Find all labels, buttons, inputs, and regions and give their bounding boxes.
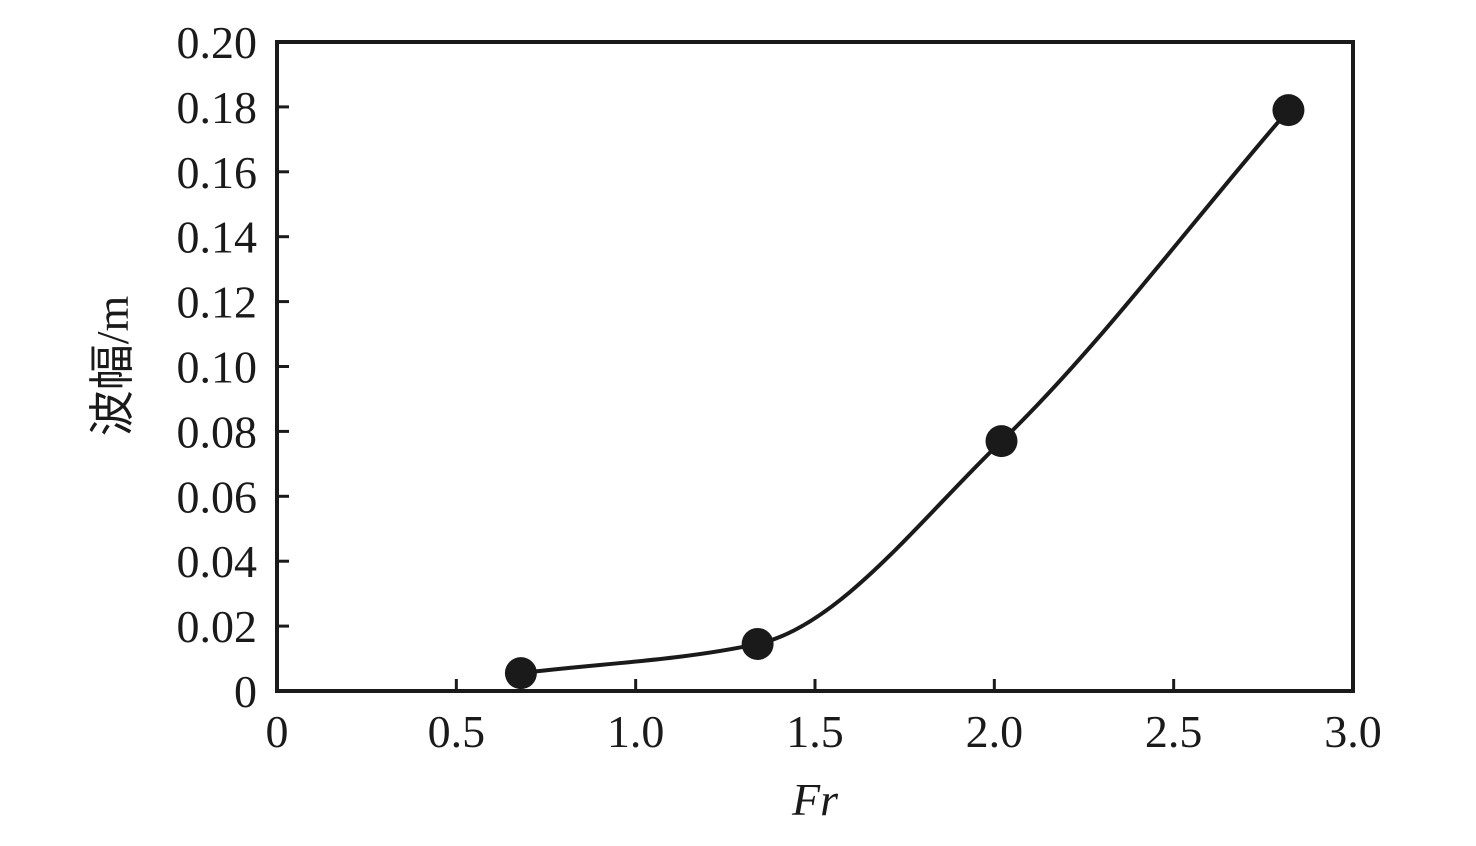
- y-tick-label: 0.02: [177, 601, 258, 652]
- plot-frame: [275, 40, 1355, 693]
- x-tick-label: 0.5: [428, 706, 486, 757]
- y-tick-label: 0.12: [177, 277, 258, 328]
- y-tick-label: 0.06: [177, 471, 258, 522]
- y-tick-label: 0.16: [177, 147, 258, 198]
- series-layer: [504, 94, 1305, 690]
- x-tick-label: 2.5: [1145, 706, 1203, 757]
- x-tick-label: 1.5: [786, 706, 844, 757]
- data-point-marker: [504, 657, 537, 690]
- x-tick-label: 0: [266, 706, 289, 757]
- y-tick-label: 0.18: [177, 82, 258, 133]
- y-axis-ticks: 0 0.02 0.04 0.06 0.08 0.10 0.12 0.14 0.16 0.18 0.2…: [177, 17, 289, 717]
- x-axis-title: Fr: [791, 774, 839, 825]
- data-point-marker: [985, 425, 1018, 458]
- y-tick-label: 0.20: [177, 17, 258, 68]
- data-point-marker: [741, 627, 774, 660]
- y-tick-label: 0.10: [177, 342, 258, 393]
- y-axis-title: 波幅/m: [87, 296, 138, 437]
- x-tick-label: 1.0: [607, 706, 665, 757]
- data-point-marker: [1272, 94, 1305, 127]
- y-tick-label: 0: [234, 666, 257, 717]
- x-tick-label: 3.0: [1324, 706, 1382, 757]
- y-tick-label: 0.08: [177, 406, 258, 457]
- x-axis-ticks: 0 0.5 1.0 1.5 2.0 2.5 3.0: [266, 679, 1382, 757]
- y-tick-label: 0.14: [177, 212, 258, 263]
- y-tick-label: 0.04: [177, 536, 258, 587]
- x-tick-label: 2.0: [966, 706, 1024, 757]
- series-line: [520, 108, 1290, 676]
